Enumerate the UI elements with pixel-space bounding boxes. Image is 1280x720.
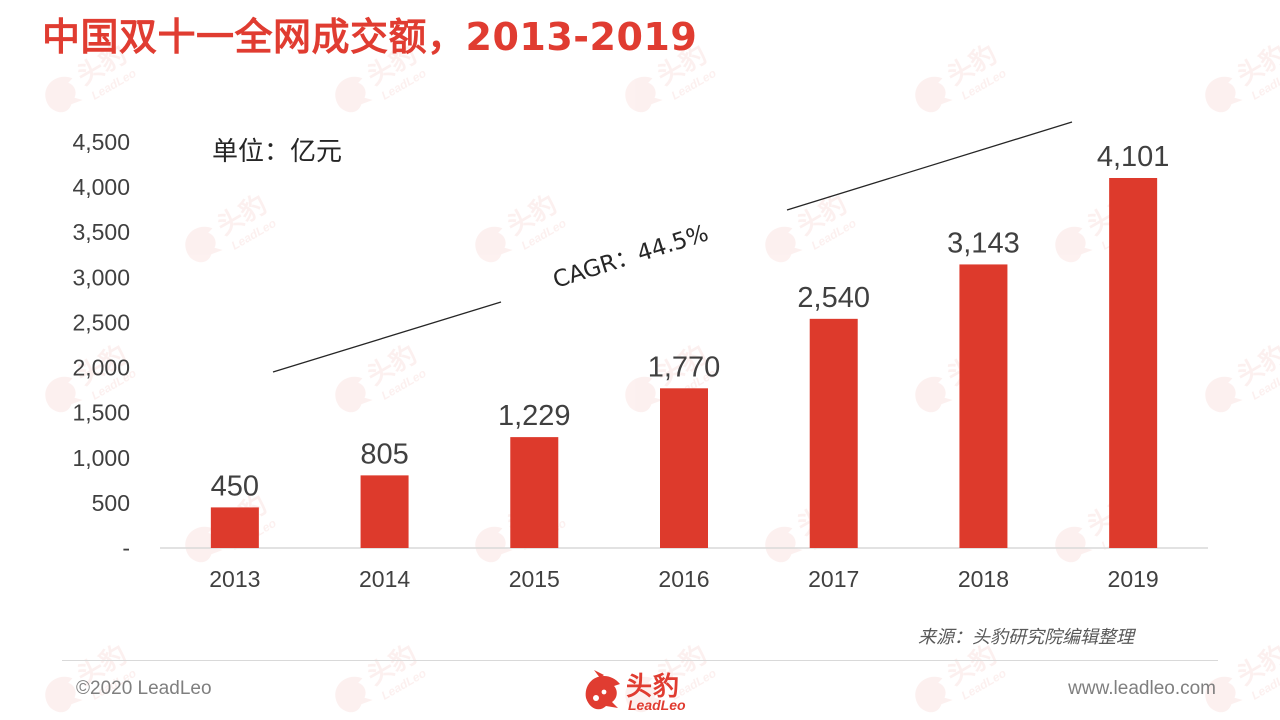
leopard-head-icon (185, 226, 223, 263)
leopard-head-icon (625, 76, 663, 113)
x-tick-label: 2018 (958, 566, 1009, 592)
bar-2017 (809, 318, 858, 548)
leopard-head-icon (475, 526, 513, 563)
bar-2016 (660, 388, 708, 548)
leopard-head-icon (335, 76, 373, 113)
leopard-head-icon (765, 226, 803, 263)
leopard-head-icon (915, 376, 953, 413)
bar-2013 (210, 507, 259, 548)
leopard-head-icon (915, 76, 953, 113)
copyright-text: ©2020 LeadLeo (76, 678, 212, 699)
leopard-head-icon (1055, 226, 1093, 263)
leopard-head-icon (765, 526, 803, 563)
leopard-head-icon (45, 376, 83, 413)
leopard-head-icon (585, 670, 620, 710)
x-tick-label: 2013 (209, 566, 260, 592)
leopard-head-icon (45, 76, 83, 113)
leopard-head-icon (915, 676, 953, 713)
x-tick-label: 2017 (808, 566, 859, 592)
x-tick-label: 2016 (658, 566, 709, 592)
cagr-label: CAGR：44.5% (550, 220, 712, 293)
y-tick-label: 3,000 (72, 264, 130, 290)
leopard-head-icon (625, 376, 663, 413)
website-url: www.leadleo.com (1068, 678, 1216, 699)
leadleo-logo: 头豹 LeadLeo (578, 664, 718, 720)
unit-label: 单位：亿元 (212, 137, 342, 167)
y-tick-label: 500 (92, 490, 130, 516)
logo-text-en: LeadLeo (628, 697, 686, 713)
cagr-line-left (272, 301, 502, 373)
leopard-head-icon (475, 226, 513, 263)
bar-2019 (1109, 177, 1158, 549)
x-tick-label: 2015 (509, 566, 560, 592)
data-label: 2,540 (797, 282, 870, 314)
cagr-line-right (786, 121, 1073, 211)
leopard-head-icon (1205, 376, 1243, 413)
y-tick-label: 2,000 (72, 355, 130, 381)
data-label: 4,101 (1097, 141, 1170, 173)
data-label: 450 (211, 470, 259, 502)
leopard-head-icon (1205, 76, 1243, 113)
footer-divider (62, 660, 1218, 661)
bar-2014 (360, 475, 409, 548)
data-labels: 450 805 1,229 1,770 2,540 3,143 4,101 (211, 141, 1170, 502)
source-note: 来源：头豹研究院编辑整理 (918, 627, 1134, 648)
leopard-head-icon (335, 676, 373, 713)
y-tick-label: 1,500 (72, 400, 130, 426)
data-label: 805 (360, 438, 408, 470)
y-tick-label: 4,500 (72, 129, 130, 155)
x-axis: 2013 2014 2015 2016 2017 2018 2019 (209, 566, 1158, 592)
data-label: 1,770 (648, 351, 721, 383)
leopard-head-icon (1205, 676, 1243, 713)
data-label: 1,229 (498, 400, 571, 432)
logo-text-cn: 头豹 (626, 672, 681, 702)
leopard-head-icon (335, 376, 373, 413)
y-tick-label: 4,000 (72, 174, 130, 200)
leopard-head-icon (1055, 526, 1093, 563)
leopard-head-icon (45, 676, 83, 713)
chart-title: 中国双十一全网成交额，2013-2019 (42, 15, 698, 59)
y-tick-label: 1,000 (72, 445, 130, 471)
y-tick-label: - (122, 535, 130, 561)
bar-2018 (959, 264, 1008, 548)
x-tick-label: 2014 (359, 566, 410, 592)
bars (210, 177, 1158, 549)
leopard-head-icon (625, 676, 663, 713)
y-tick-label: 3,500 (72, 219, 130, 245)
data-label: 3,143 (947, 227, 1020, 259)
bar-2015 (510, 437, 559, 548)
x-tick-label: 2019 (1108, 566, 1159, 592)
leopard-head-icon (185, 526, 223, 563)
y-tick-label: 2,500 (72, 309, 130, 335)
